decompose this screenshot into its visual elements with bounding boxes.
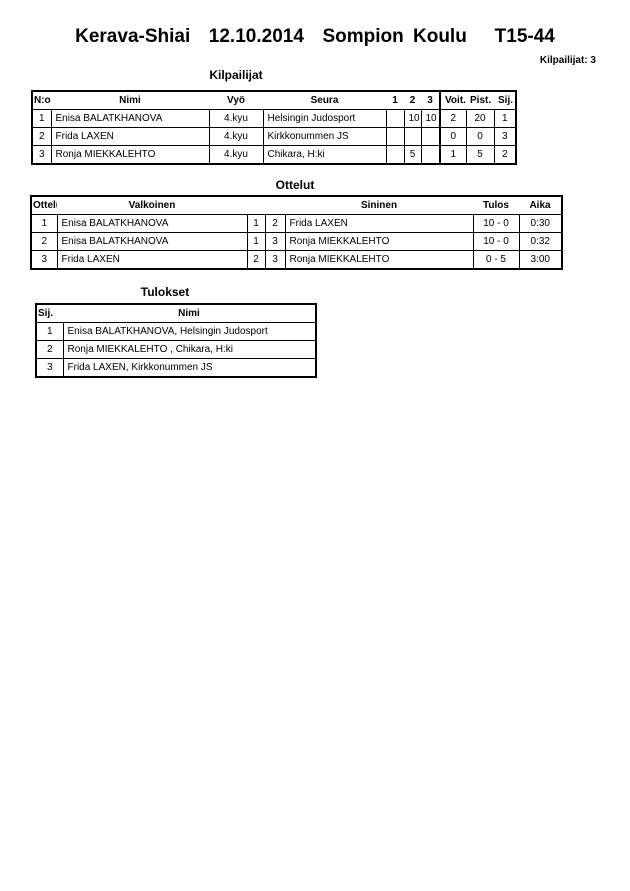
matches-cell: 2 (264, 214, 286, 233)
competitors-header-1: Nimi (119, 95, 141, 106)
matches-cell: Frida LAXEN (56, 250, 248, 270)
competitors-cell: Chikara, H:ki (262, 145, 387, 165)
matches-cell: 0:30 (518, 214, 563, 233)
competitors-cell (420, 127, 441, 146)
competitors-cell: 1 (439, 145, 467, 165)
competitors-cell (403, 127, 422, 146)
competitors-cell: Frida LAXEN (50, 127, 210, 146)
competitors-header-6: 3 (427, 95, 433, 106)
matches-header-1: Valkoinen (128, 200, 176, 211)
competitors-cell (385, 145, 405, 165)
matches-cell: 1 (246, 232, 266, 251)
matches-header-2 (247, 196, 265, 215)
matches-header-5: Tulos (483, 200, 509, 211)
competitors-cell: Kirkkonummen JS (262, 127, 387, 146)
matches-cell: Ronja MIEKKALEHTO (284, 250, 474, 270)
competitors-cell: 5 (465, 145, 495, 165)
competitors-cell: 4.kyu (208, 127, 264, 146)
results-header-0: Sij. (38, 308, 54, 319)
competitors-header-2: Vyö (227, 95, 245, 106)
competitors-header-4: 1 (392, 95, 398, 106)
matches-header-3 (265, 196, 285, 215)
competitors-header-9: Sij. (498, 95, 514, 106)
competitors-cell: 10 (403, 109, 422, 128)
competitors-cell: 20 (465, 109, 495, 128)
matches-cell: 1 (30, 214, 58, 233)
competitors-cell: 2 (31, 127, 52, 146)
matches-cell: Enisa BALATKHANOVA (56, 214, 248, 233)
competitors-header-5: 2 (409, 95, 416, 106)
competitors-cell: Ronja MIEKKALEHTO (50, 145, 210, 165)
competitors-cell: 5 (403, 145, 422, 165)
competitors-cell (385, 127, 405, 146)
competitors-heading: Kilpailijat (209, 68, 263, 82)
competitor-count: Kilpailijat: 3 (539, 55, 596, 66)
competitors-cell: 4.kyu (208, 145, 264, 165)
table-row: 1 Enisa BALATKHANOVA, Helsingin Judosport (35, 322, 317, 341)
matches-cell: 10 - 0 (472, 214, 520, 233)
results-cell: Ronja MIEKKALEHTO , Chikara, H:ki (62, 340, 317, 359)
matches-cell: 3 (264, 250, 286, 270)
table-row: 3 Frida LAXEN, Kirkkonummen JS (35, 358, 317, 378)
table-row: 2 Enisa BALATKHANOVA 1 3 Ronja MIEKKALEHTO 10… (30, 232, 563, 251)
competitors-cell: 2 (439, 109, 467, 128)
competitors-cell: 1 (493, 109, 517, 128)
competitors-header-3: Seura (310, 95, 339, 106)
results-header-1: Nimi (178, 308, 200, 319)
competitors-table: N:o Nimi Vyö Seura 1 2 3 Voit. Pist. Sij. 1 Enisa … (31, 90, 517, 165)
table-row: 1 Enisa BALATKHANOVA 4.kyu Helsingin Judosp… (31, 109, 517, 128)
competitors-cell: 4.kyu (208, 109, 264, 128)
competitors-cell: 0 (439, 127, 467, 146)
matches-cell: 2 (30, 232, 58, 251)
competitors-cell: 1 (31, 109, 52, 128)
competitors-cell: 2 (493, 145, 517, 165)
results-cell: 2 (35, 340, 64, 359)
matches-cell: 0 - 5 (472, 250, 520, 270)
matches-cell: Enisa BALATKHANOVA (56, 232, 248, 251)
matches-header-6: Aika (529, 200, 551, 211)
competitors-cell: 0 (465, 127, 495, 146)
competitors-cell: Helsingin Judosport (262, 109, 387, 128)
table-row: 3 Frida LAXEN 2 3 Ronja MIEKKALEHTO 0 - 5 3:00 (30, 250, 563, 270)
matches-cell: 10 - 0 (472, 232, 520, 251)
results-cell: 1 (35, 322, 64, 341)
matches-cell: 3 (264, 232, 286, 251)
matches-cell: 0:32 (518, 232, 563, 251)
matches-header-0: Ottelu (33, 200, 57, 211)
matches-cell: 2 (246, 250, 266, 270)
matches-cell: Frida LAXEN (284, 214, 474, 233)
results-cell: 3 (35, 358, 64, 378)
competitors-cell: 3 (31, 145, 52, 165)
competitors-cell: Enisa BALATKHANOVA (50, 109, 210, 128)
competitors-header-0: N:o (34, 95, 51, 106)
competitors-header-8: Pist. (470, 95, 492, 106)
results-table: Sij. Nimi 1 Enisa BALATKHANOVA, Helsingin … (35, 303, 317, 378)
competitors-cell: 3 (493, 127, 517, 146)
competitors-cell (385, 109, 405, 128)
results-cell: Frida LAXEN, Kirkkonummen JS (62, 358, 317, 378)
matches-cell: Ronja MIEKKALEHTO (284, 232, 474, 251)
results-heading: Tulokset (140, 285, 190, 299)
table-row: 2 Ronja MIEKKALEHTO , Chikara, H:ki (35, 340, 317, 359)
table-row: 3 Ronja MIEKKALEHTO 4.kyu Chikara, H:ki 5 1 5 2 (31, 145, 517, 165)
matches-header-4: Sininen (360, 200, 398, 211)
matches-cell: 3 (30, 250, 58, 270)
matches-cell: 1 (246, 214, 266, 233)
competitors-header-7: Voit. (439, 91, 466, 110)
results-cell: Enisa BALATKHANOVA, Helsingin Judosport (62, 322, 317, 341)
competitors-cell (420, 145, 441, 165)
page-title: Kerava-Shiai 12.10.2014 Sompion Koulu T1… (75, 26, 555, 47)
matches-heading: Ottelut (275, 178, 315, 192)
competitors-cell: 10 (420, 109, 441, 128)
table-row: 1 Enisa BALATKHANOVA 1 2 Frida LAXEN 10 - 0 0:… (30, 214, 563, 233)
matches-cell: 3:00 (518, 250, 563, 270)
table-row: 2 Frida LAXEN 4.kyu Kirkkonummen JS 0 0 3 (31, 127, 517, 146)
